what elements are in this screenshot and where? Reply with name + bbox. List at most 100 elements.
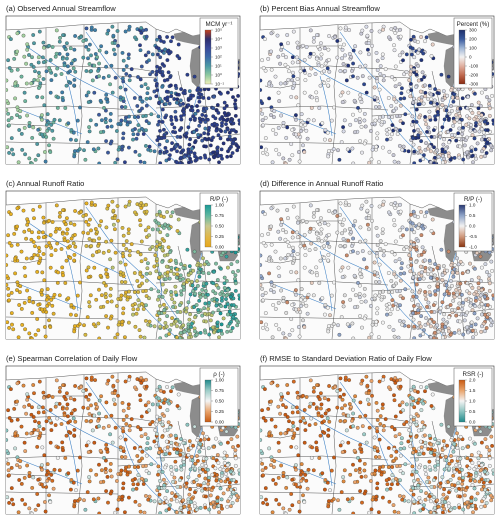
station-marker xyxy=(320,239,324,244)
station-marker xyxy=(286,216,290,221)
station-marker xyxy=(475,141,480,146)
station-marker xyxy=(351,61,355,66)
station-marker xyxy=(138,283,142,288)
legend-colorbar xyxy=(204,379,212,423)
station-marker xyxy=(392,509,397,514)
station-marker xyxy=(276,404,281,409)
station-marker xyxy=(393,126,398,131)
station-marker xyxy=(37,86,41,90)
station-marker xyxy=(377,379,382,384)
station-marker xyxy=(97,236,101,241)
station-marker xyxy=(201,256,205,261)
station-marker xyxy=(426,475,431,480)
station-marker xyxy=(375,481,380,486)
station-marker xyxy=(482,329,487,334)
station-marker xyxy=(487,281,492,286)
station-marker xyxy=(465,150,469,155)
station-marker xyxy=(218,292,223,296)
station-marker xyxy=(270,335,275,339)
station-marker xyxy=(17,128,22,132)
station-marker xyxy=(291,204,296,209)
station-marker xyxy=(359,275,364,279)
station-marker xyxy=(318,433,323,438)
station-marker xyxy=(138,159,143,164)
station-marker xyxy=(351,48,356,53)
station-marker xyxy=(367,250,372,255)
station-marker xyxy=(110,90,115,95)
station-marker xyxy=(134,136,139,141)
station-marker xyxy=(343,69,348,73)
station-marker xyxy=(90,253,95,258)
station-marker xyxy=(55,66,60,71)
station-marker xyxy=(81,389,86,393)
station-marker xyxy=(175,404,180,408)
station-marker xyxy=(195,88,200,92)
station-marker xyxy=(379,297,384,302)
station-marker xyxy=(301,66,305,70)
station-marker xyxy=(286,78,291,82)
station-marker xyxy=(41,40,46,45)
station-marker xyxy=(60,440,65,445)
station-marker xyxy=(375,429,380,434)
station-marker xyxy=(472,467,477,471)
station-marker xyxy=(15,463,19,467)
station-marker xyxy=(175,485,180,489)
station-marker xyxy=(136,115,141,119)
station-marker xyxy=(13,446,18,451)
station-marker xyxy=(278,236,283,241)
station-marker xyxy=(147,58,151,63)
station-marker xyxy=(162,483,167,488)
station-marker xyxy=(317,281,322,285)
station-marker xyxy=(289,253,294,258)
station-marker xyxy=(338,44,343,49)
station-marker xyxy=(429,54,434,58)
station-marker xyxy=(315,33,319,38)
station-marker xyxy=(479,137,484,142)
station-marker xyxy=(116,147,121,152)
station-marker xyxy=(448,332,453,337)
station-marker xyxy=(111,208,116,213)
station-marker xyxy=(412,405,417,410)
station-marker xyxy=(113,510,118,514)
station-marker xyxy=(411,450,416,455)
station-marker xyxy=(182,154,187,159)
station-marker xyxy=(58,385,62,390)
station-marker xyxy=(41,405,45,410)
station-marker xyxy=(60,231,65,236)
station-marker xyxy=(482,154,487,159)
station-marker xyxy=(360,249,365,253)
station-marker xyxy=(381,289,385,294)
legend-e: ρ (-)1.000.750.500.250.00 xyxy=(199,367,239,427)
station-marker xyxy=(165,35,170,39)
station-marker xyxy=(421,157,426,161)
station-marker xyxy=(271,303,276,307)
station-marker xyxy=(378,239,383,243)
station-marker xyxy=(215,495,220,500)
station-marker xyxy=(31,475,36,480)
station-marker xyxy=(358,50,363,55)
station-marker xyxy=(469,473,473,477)
station-marker xyxy=(137,153,142,158)
station-marker xyxy=(174,450,179,455)
station-marker xyxy=(72,47,77,52)
station-marker xyxy=(360,203,365,208)
station-marker xyxy=(264,497,268,502)
station-marker xyxy=(327,58,331,62)
station-marker xyxy=(466,505,471,510)
station-marker xyxy=(482,294,487,299)
station-marker xyxy=(138,252,143,257)
station-marker xyxy=(6,99,9,103)
station-marker xyxy=(145,261,150,266)
station-marker xyxy=(48,325,53,329)
station-marker xyxy=(7,473,11,478)
station-marker xyxy=(83,507,88,512)
station-marker xyxy=(89,53,93,58)
station-marker xyxy=(359,300,364,304)
station-marker xyxy=(460,96,465,101)
station-marker xyxy=(237,468,240,473)
station-marker xyxy=(391,153,396,158)
station-marker xyxy=(299,287,304,291)
station-marker xyxy=(121,486,125,491)
station-marker xyxy=(377,262,382,267)
station-marker xyxy=(216,111,221,115)
